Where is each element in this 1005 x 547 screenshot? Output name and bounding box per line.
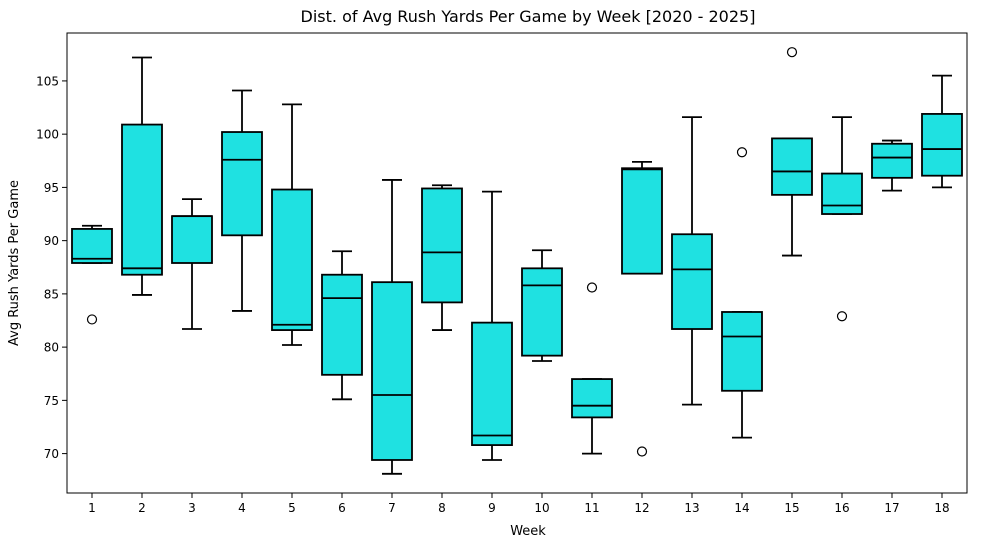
x-tick-label: 9	[488, 501, 496, 515]
box	[471, 321, 513, 446]
x-tick-label: 6	[338, 501, 346, 515]
x-tick-label: 18	[934, 501, 949, 515]
y-tick-label: 75	[44, 394, 59, 408]
x-tick-label: 5	[288, 501, 296, 515]
x-tick-label: 10	[534, 501, 549, 515]
outlier-point	[786, 47, 798, 58]
box	[71, 228, 113, 264]
box	[671, 233, 713, 330]
x-tick-label: 7	[388, 501, 396, 515]
box	[721, 311, 763, 392]
y-tick-label: 105	[36, 74, 59, 88]
plot-frame	[66, 32, 968, 494]
x-tick-label: 14	[734, 501, 749, 515]
y-tick-label: 100	[36, 128, 59, 142]
y-tick-label: 90	[44, 234, 59, 248]
y-tick-label: 85	[44, 287, 59, 301]
outlier-point	[736, 147, 748, 158]
box	[171, 215, 213, 264]
outlier-point	[586, 282, 598, 293]
box	[871, 142, 913, 179]
y-axis-label: Avg Rush Yards Per Game	[7, 180, 22, 346]
x-tick-label: 4	[238, 501, 246, 515]
box	[771, 137, 813, 196]
x-tick-label: 13	[684, 501, 699, 515]
x-tick-label: 11	[584, 501, 599, 515]
chart-title: Dist. of Avg Rush Yards Per Game by Week…	[301, 7, 756, 26]
x-tick-label: 1	[88, 501, 96, 515]
y-tick-label: 95	[44, 181, 59, 195]
x-tick-label: 17	[884, 501, 899, 515]
box	[121, 123, 163, 276]
outlier-point	[836, 311, 848, 322]
outlier-point	[636, 446, 648, 457]
y-tick-label: 70	[44, 447, 59, 461]
box	[371, 281, 413, 461]
x-tick-label: 8	[438, 501, 446, 515]
x-tick-label: 12	[634, 501, 649, 515]
x-tick-label: 15	[784, 501, 799, 515]
outlier-point	[86, 314, 98, 325]
box	[421, 187, 463, 304]
x-tick-label: 3	[188, 501, 196, 515]
box	[221, 131, 263, 237]
box	[321, 273, 363, 376]
y-tick-label: 80	[44, 341, 59, 355]
box	[921, 113, 963, 177]
box	[621, 167, 663, 275]
box	[271, 188, 313, 331]
x-tick-label: 16	[834, 501, 849, 515]
box	[821, 172, 863, 215]
box	[521, 267, 563, 357]
box	[571, 378, 613, 419]
x-axis-label: Week	[510, 524, 546, 539]
x-tick-label: 2	[138, 501, 146, 515]
